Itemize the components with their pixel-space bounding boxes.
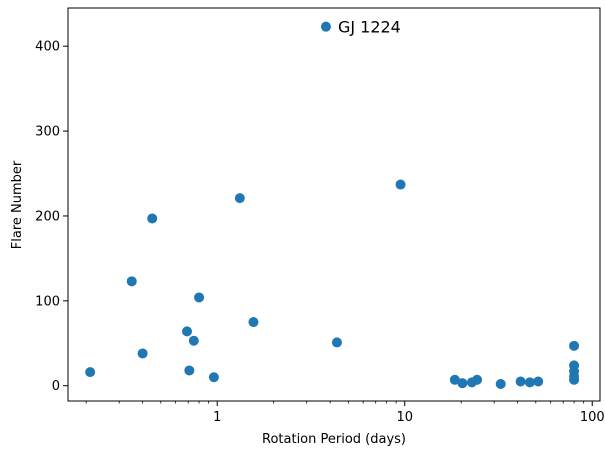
y-axis-ticks: 0 100 200 300 400: [35, 40, 68, 394]
scatter-point: [184, 365, 195, 376]
scatter-point: [457, 378, 468, 389]
scatter-point: [320, 21, 331, 32]
x-tick-label: 100: [580, 410, 605, 425]
x-tick-label: 10: [396, 410, 413, 425]
scatter-point: [472, 374, 483, 385]
y-tick-label: 200: [35, 209, 60, 224]
point-annotation: GJ 1224: [338, 18, 401, 37]
plot-frame: [67, 7, 601, 402]
scatter-point: [515, 376, 526, 387]
scatter-point: [126, 276, 137, 287]
scatter-point: [188, 335, 199, 346]
scatter-point: [495, 379, 506, 390]
x-axis-label: Rotation Period (days): [262, 432, 406, 447]
scatter-point: [569, 340, 580, 351]
y-axis-label: Flare Number: [10, 160, 25, 249]
scatter-point: [533, 376, 544, 387]
scatter-point: [194, 292, 205, 303]
x-axis-ticks: 1 10 100: [85, 401, 605, 425]
scatter-point: [395, 179, 406, 190]
scatter-point: [182, 326, 193, 337]
y-tick-label: 0: [52, 379, 60, 394]
scatter-point: [85, 367, 96, 378]
scatter-point: [234, 193, 245, 204]
scatter-point: [331, 337, 342, 348]
scatter-point: [137, 348, 148, 359]
scatter-point: [248, 317, 259, 328]
y-tick-label: 300: [35, 125, 60, 140]
scatter-point: [147, 213, 158, 224]
y-tick-label: 400: [35, 40, 60, 55]
annotations: GJ 1224: [338, 18, 401, 37]
scatter-point: [569, 374, 580, 385]
scatter-point: [524, 377, 535, 388]
scatter-point: [208, 372, 219, 383]
scatter-point: [449, 374, 460, 385]
y-tick-label: 100: [35, 294, 60, 309]
x-tick-label: 1: [213, 410, 221, 425]
data-points: [85, 21, 580, 390]
